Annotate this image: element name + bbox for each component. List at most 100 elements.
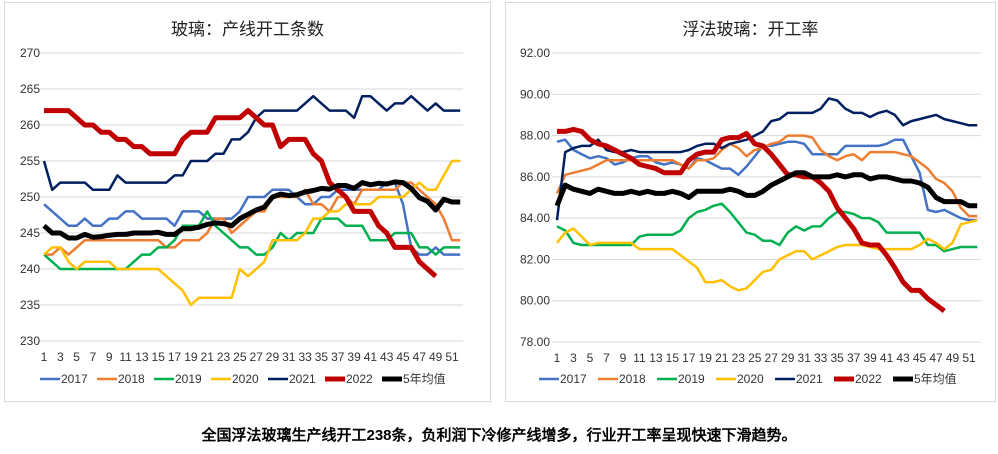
x-tick-label: 1 (41, 350, 48, 364)
legend-label: 2022 (346, 372, 373, 386)
x-tick-label: 51 (445, 350, 459, 364)
x-tick-label: 11 (119, 350, 132, 364)
y-tick-label: 265 (20, 82, 40, 96)
series-line-2021 (555, 97, 978, 221)
y-tick-label: 230 (20, 334, 40, 348)
legend-label: 5年均值 (403, 371, 446, 386)
x-tick-label: 41 (880, 351, 894, 365)
x-tick-label: 29 (781, 351, 795, 365)
legend-label: 2017 (560, 372, 587, 386)
x-tick-label: 31 (282, 350, 296, 364)
x-tick-label: 13 (649, 351, 663, 365)
x-tick-label: 27 (249, 350, 263, 364)
x-tick-label: 35 (315, 350, 329, 364)
legend-label: 2018 (619, 372, 646, 386)
x-tick-label: 25 (233, 350, 247, 364)
series-line-2019 (556, 202, 978, 253)
x-tick-label: 33 (814, 351, 828, 365)
legend-label: 2019 (678, 372, 705, 386)
y-tick-label: 88.00 (520, 129, 550, 143)
x-tick-label: 9 (106, 350, 113, 364)
chart-title: 浮法玻璃：开工率 (682, 20, 819, 39)
x-tick-label: 17 (168, 350, 182, 364)
x-tick-label: 47 (929, 351, 943, 365)
x-tick-label: 21 (715, 351, 729, 365)
series-line-2018 (555, 134, 978, 218)
y-tick-label: 240 (20, 262, 40, 276)
line-chart: 78.00 80.00 82.00 84.00 86.00 88.00 90.00 92.00… (520, 46, 981, 386)
legend-label: 2018 (118, 372, 145, 386)
legend-label: 2019 (175, 372, 202, 386)
y-tick-label: 82.00 (520, 252, 550, 266)
chart-panel-line-count: 玻璃：产线开工条数 230 235 240 245 250 255 260 265 270 1 3 5… (4, 2, 491, 402)
x-tick-label: 7 (90, 350, 97, 364)
y-tick-label: 86.00 (520, 170, 550, 184)
x-tick-label: 49 (946, 351, 960, 365)
series-line-2018 (44, 181, 461, 256)
x-tick-label: 37 (847, 351, 861, 365)
x-tick-label: 39 (347, 350, 361, 364)
series-line-2020 (556, 218, 978, 292)
x-tick-label: 11 (633, 351, 646, 365)
legend-label: 2020 (232, 372, 259, 386)
legend-label: 2022 (855, 372, 882, 386)
series-line-2020 (43, 159, 461, 307)
x-tick-label: 3 (570, 351, 577, 365)
x-tick-label: 27 (765, 351, 779, 365)
y-tick-label: 245 (20, 226, 40, 240)
x-tick-label: 39 (863, 351, 877, 365)
series-line-5年均值 (554, 170, 978, 209)
x-tick-label: 43 (380, 350, 394, 364)
x-tick-label: 33 (298, 350, 312, 364)
series-line-2022 (44, 108, 438, 279)
legend-label: 2017 (61, 372, 88, 386)
x-tick-label: 3 (57, 350, 64, 364)
x-tick-label: 45 (396, 350, 410, 364)
x-tick-label: 15 (666, 351, 680, 365)
x-tick-label: 37 (331, 350, 345, 364)
x-tick-label: 5 (73, 350, 80, 364)
chart-title: 玻璃：产线开工条数 (171, 20, 324, 39)
x-tick-label: 51 (962, 351, 976, 365)
x-tick-label: 47 (413, 350, 427, 364)
y-tick-label: 90.00 (520, 87, 550, 101)
x-tick-label: 43 (896, 351, 910, 365)
x-tick-label: 1 (554, 351, 561, 365)
x-tick-label: 25 (748, 351, 762, 365)
x-tick-label: 35 (830, 351, 844, 365)
series-line-2017 (43, 181, 461, 256)
x-tick-label: 7 (603, 351, 610, 365)
y-tick-label: 80.00 (520, 294, 550, 308)
x-tick-label: 15 (152, 350, 166, 364)
x-tick-label: 21 (201, 350, 215, 364)
series-line-5年均值 (42, 179, 461, 241)
legend-label: 2021 (796, 372, 823, 386)
x-tick-label: 23 (732, 351, 746, 365)
x-tick-label: 41 (364, 350, 378, 364)
x-tick-label: 19 (699, 351, 713, 365)
x-tick-label: 31 (798, 351, 812, 365)
x-tick-label: 29 (266, 350, 280, 364)
legend-label: 2021 (289, 372, 316, 386)
x-tick-label: 5 (587, 351, 594, 365)
y-tick-label: 235 (20, 298, 40, 312)
y-tick-label: 84.00 (520, 211, 550, 225)
chart-panel-utilization-rate: 浮法玻璃：开工率 78.00 80.00 82.00 84.00 86.00 88.00 9… (505, 2, 996, 402)
x-tick-label: 45 (913, 351, 927, 365)
y-tick-label: 78.00 (520, 335, 550, 349)
caption: 全国浮法玻璃生产线开工238条，负利润下冷修产线增多，行业开工率呈现快速下滑趋势… (201, 427, 797, 444)
x-tick-label: 23 (217, 350, 231, 364)
y-tick-label: 92.00 (520, 46, 550, 60)
y-tick-label: 270 (20, 46, 40, 60)
legend-label: 2020 (737, 372, 764, 386)
x-tick-label: 49 (429, 350, 443, 364)
x-tick-label: 9 (620, 351, 627, 365)
legend-label: 5年均值 (914, 371, 957, 386)
series-line-2021 (42, 94, 461, 192)
y-tick-label: 250 (20, 190, 40, 204)
y-tick-label: 255 (20, 154, 40, 168)
x-tick-label: 19 (184, 350, 198, 364)
series-line-2022 (557, 126, 946, 314)
y-tick-label: 260 (20, 118, 40, 132)
